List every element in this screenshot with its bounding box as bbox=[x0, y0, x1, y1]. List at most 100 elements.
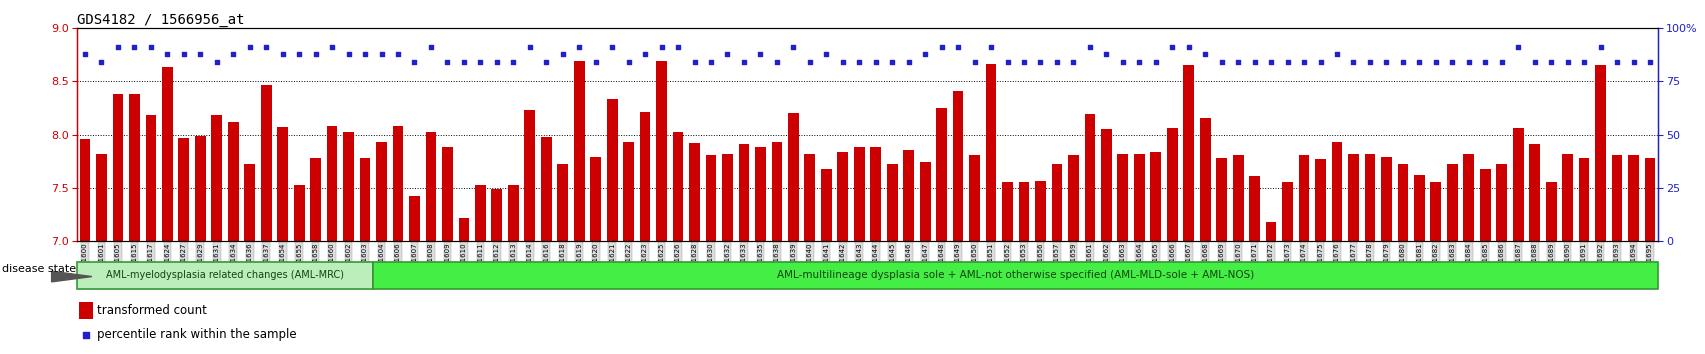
Point bbox=[121, 45, 148, 50]
Bar bbox=[1545, 182, 1555, 241]
Bar bbox=[656, 61, 667, 241]
Text: AML-myelodysplasia related changes (AML-MRC): AML-myelodysplasia related changes (AML-… bbox=[106, 270, 344, 280]
Point bbox=[203, 59, 230, 65]
Point bbox=[1405, 59, 1432, 65]
Bar bbox=[887, 164, 897, 241]
Bar bbox=[392, 126, 402, 241]
Point bbox=[1306, 59, 1333, 65]
Point bbox=[566, 45, 593, 50]
Point bbox=[812, 51, 839, 57]
Point bbox=[1141, 59, 1168, 65]
Point bbox=[598, 45, 626, 50]
Bar bbox=[755, 147, 766, 241]
Text: transformed count: transformed count bbox=[97, 304, 206, 317]
Point bbox=[1355, 59, 1383, 65]
Point bbox=[384, 51, 411, 57]
Bar bbox=[1315, 159, 1325, 241]
Point bbox=[631, 51, 658, 57]
Bar bbox=[360, 158, 370, 241]
Bar bbox=[1577, 158, 1589, 241]
Bar bbox=[310, 158, 321, 241]
Point bbox=[1274, 59, 1301, 65]
Bar bbox=[1265, 222, 1275, 241]
Bar bbox=[1100, 129, 1112, 241]
Point bbox=[220, 51, 247, 57]
Point bbox=[829, 59, 856, 65]
Point bbox=[1158, 45, 1185, 50]
Bar bbox=[672, 132, 684, 241]
Bar bbox=[145, 115, 157, 241]
Bar bbox=[854, 147, 864, 241]
Point bbox=[1635, 59, 1662, 65]
Point bbox=[1076, 45, 1103, 50]
Bar bbox=[1611, 155, 1621, 241]
Point bbox=[433, 59, 460, 65]
Point bbox=[1059, 59, 1086, 65]
Point bbox=[517, 45, 544, 50]
Point bbox=[1454, 59, 1482, 65]
Bar bbox=[1001, 182, 1013, 241]
Point bbox=[1388, 59, 1415, 65]
Bar bbox=[130, 94, 140, 241]
Point bbox=[1240, 59, 1267, 65]
Point bbox=[450, 59, 477, 65]
Point bbox=[1190, 51, 1217, 57]
Bar bbox=[211, 115, 222, 241]
Bar bbox=[508, 185, 518, 241]
Point bbox=[1471, 59, 1499, 65]
Bar bbox=[409, 196, 419, 241]
Bar bbox=[1248, 176, 1260, 241]
Point bbox=[1373, 59, 1400, 65]
Point bbox=[401, 59, 428, 65]
Point bbox=[960, 59, 987, 65]
Point bbox=[319, 45, 346, 50]
Point bbox=[136, 45, 164, 50]
Point bbox=[861, 59, 888, 65]
Bar bbox=[373, 262, 1657, 289]
Bar bbox=[1134, 154, 1144, 241]
Point bbox=[1224, 59, 1251, 65]
Bar bbox=[1084, 114, 1095, 241]
Point bbox=[1043, 59, 1071, 65]
Bar bbox=[1396, 164, 1407, 241]
Point bbox=[796, 59, 824, 65]
Point bbox=[418, 45, 445, 50]
Point bbox=[1570, 59, 1598, 65]
Bar bbox=[228, 122, 239, 241]
Bar bbox=[837, 152, 847, 241]
Point bbox=[87, 59, 114, 65]
Bar bbox=[1644, 158, 1654, 241]
Polygon shape bbox=[51, 271, 92, 282]
Point bbox=[1422, 59, 1449, 65]
Point bbox=[1603, 59, 1630, 65]
Bar bbox=[936, 108, 946, 241]
Bar bbox=[1067, 155, 1078, 241]
Bar bbox=[1117, 154, 1127, 241]
Point bbox=[928, 45, 955, 50]
Point bbox=[104, 45, 131, 50]
Bar bbox=[1413, 175, 1424, 241]
Bar bbox=[1463, 154, 1473, 241]
Point bbox=[1289, 59, 1316, 65]
Bar bbox=[1446, 164, 1456, 241]
Point bbox=[302, 51, 329, 57]
Point bbox=[1125, 59, 1153, 65]
Point bbox=[1026, 59, 1054, 65]
Point bbox=[779, 45, 806, 50]
Point bbox=[1620, 59, 1647, 65]
Bar bbox=[1562, 154, 1572, 241]
Point bbox=[614, 59, 641, 65]
Text: disease state: disease state bbox=[2, 264, 77, 274]
Bar bbox=[1512, 128, 1523, 241]
Bar bbox=[607, 99, 617, 241]
Point bbox=[549, 51, 576, 57]
Bar bbox=[1018, 182, 1028, 241]
Bar bbox=[985, 64, 996, 241]
Bar bbox=[1298, 155, 1309, 241]
Point bbox=[532, 59, 559, 65]
Bar bbox=[95, 154, 107, 241]
Bar bbox=[1528, 144, 1540, 241]
Bar bbox=[442, 147, 452, 241]
Bar bbox=[293, 185, 303, 241]
Bar bbox=[919, 162, 929, 241]
